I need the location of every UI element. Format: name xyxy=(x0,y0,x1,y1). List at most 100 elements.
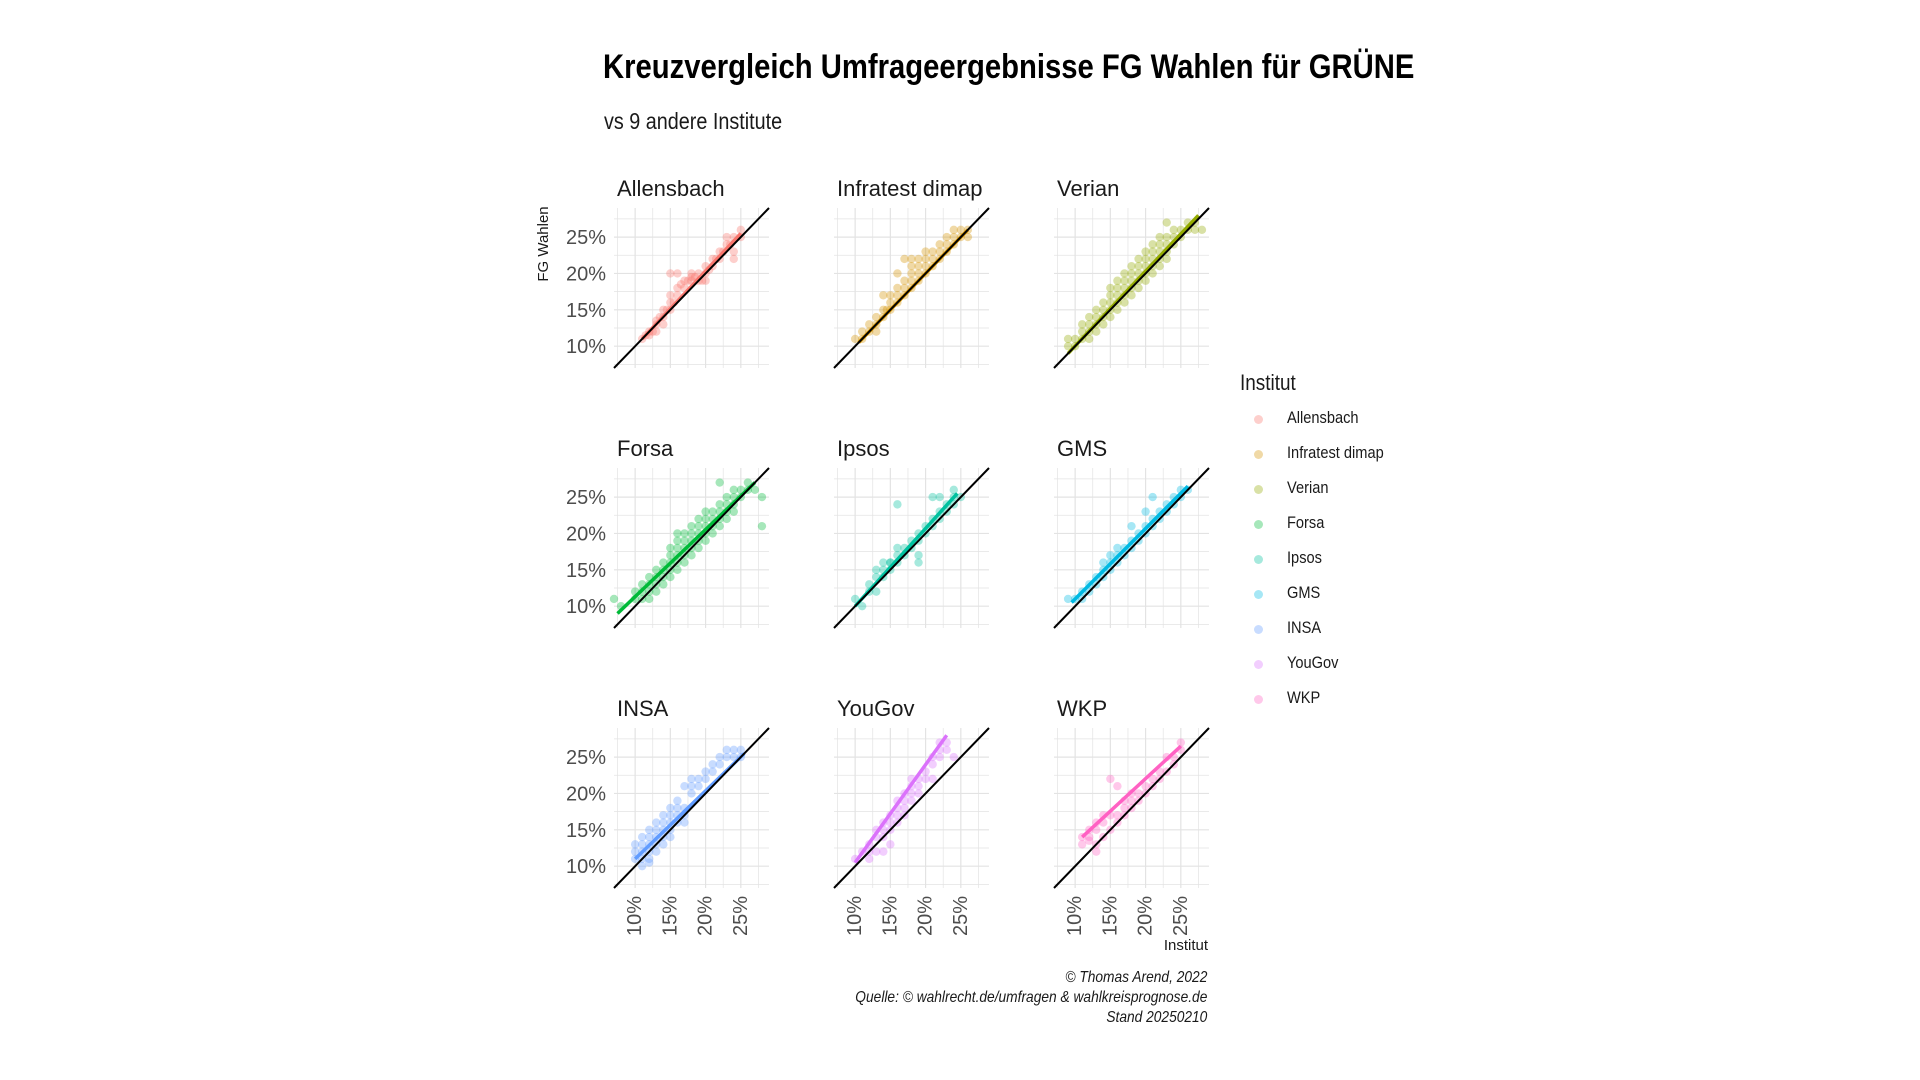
x-tick-label: 25% xyxy=(950,896,972,936)
legend-key xyxy=(1254,660,1263,669)
data-point xyxy=(750,485,760,495)
data-point xyxy=(701,536,710,545)
y-tick-label: 20% xyxy=(566,263,606,285)
data-point xyxy=(1106,283,1115,293)
data-point xyxy=(708,529,717,538)
facet-title: INSA xyxy=(617,696,669,721)
data-point xyxy=(722,232,731,242)
data-point xyxy=(1134,254,1143,264)
data-point xyxy=(949,232,958,242)
data-point xyxy=(1155,261,1164,271)
data-point xyxy=(914,781,923,791)
data-point xyxy=(666,543,675,553)
data-point xyxy=(1120,269,1129,278)
data-point xyxy=(907,269,916,278)
data-point xyxy=(1162,218,1171,227)
data-point xyxy=(1148,240,1157,249)
data-point xyxy=(1085,334,1094,344)
data-point xyxy=(722,745,731,755)
data-point xyxy=(893,283,902,293)
data-point xyxy=(659,558,668,567)
data-point xyxy=(645,832,654,842)
legend-label: Forsa xyxy=(1287,513,1325,532)
data-point xyxy=(673,536,682,545)
data-point xyxy=(914,269,923,278)
legend-item-gms: GMS xyxy=(1240,583,1320,618)
data-point xyxy=(757,492,767,502)
data-point xyxy=(1155,232,1164,242)
legend-label: Verian xyxy=(1287,478,1329,497)
data-point xyxy=(1099,558,1108,567)
x-axis-label: Institut xyxy=(1164,937,1209,954)
data-point xyxy=(949,225,958,235)
data-point xyxy=(666,832,675,842)
y-tick-label: 20% xyxy=(566,783,606,805)
data-point xyxy=(1120,298,1129,307)
data-point xyxy=(1141,507,1150,516)
data-point xyxy=(666,551,675,560)
data-point xyxy=(687,272,696,282)
data-point xyxy=(872,587,881,596)
data-point xyxy=(907,254,916,264)
data-point xyxy=(928,247,937,256)
data-point xyxy=(1077,327,1087,336)
data-point xyxy=(1127,796,1136,805)
data-point xyxy=(722,492,731,502)
data-point xyxy=(694,514,703,524)
data-point xyxy=(1085,832,1094,842)
data-point xyxy=(1099,320,1108,329)
data-point xyxy=(949,752,958,762)
data-point xyxy=(729,247,738,256)
data-point xyxy=(886,818,895,827)
data-point xyxy=(935,752,944,762)
x-tick-label: 10% xyxy=(624,896,646,936)
legend-item-verian: Verian xyxy=(1240,478,1328,513)
data-point xyxy=(935,240,944,249)
identity-line xyxy=(1053,207,1210,369)
data-point xyxy=(900,254,909,264)
data-point xyxy=(1134,283,1143,293)
data-point xyxy=(637,832,647,842)
data-point xyxy=(729,485,738,495)
data-point xyxy=(1162,254,1171,264)
data-point xyxy=(687,789,696,798)
data-point xyxy=(935,247,944,256)
data-point xyxy=(942,240,951,249)
y-tick-label: 20% xyxy=(566,523,606,545)
facet-title: Verian xyxy=(1057,176,1119,201)
data-point xyxy=(680,781,689,791)
facet-title: Infratest dimap xyxy=(837,176,983,201)
legend-label: YouGov xyxy=(1287,653,1339,672)
data-point xyxy=(708,507,717,516)
data-point xyxy=(850,334,860,344)
data-point xyxy=(1197,225,1207,235)
data-point xyxy=(893,291,902,300)
data-point xyxy=(942,745,951,755)
x-tick-label: 20% xyxy=(695,896,717,936)
legend-item-forsa: Forsa xyxy=(1240,513,1324,548)
data-point xyxy=(907,276,916,285)
x-tick-label: 15% xyxy=(659,896,681,936)
data-point xyxy=(886,840,895,849)
data-point xyxy=(729,254,738,264)
legend-key xyxy=(1254,695,1263,704)
facet-title: GMS xyxy=(1057,436,1107,461)
data-point xyxy=(865,320,874,329)
data-point xyxy=(865,854,874,864)
data-point xyxy=(879,305,888,315)
y-tick-label: 10% xyxy=(566,856,606,878)
data-point xyxy=(928,492,937,502)
data-point xyxy=(1106,551,1115,560)
data-point xyxy=(914,558,923,567)
x-tick-label: 25% xyxy=(730,896,752,936)
data-point xyxy=(666,572,675,582)
data-point xyxy=(680,558,689,567)
facet-panel: Forsa 10% 15% 20% 25% xyxy=(566,436,770,629)
y-tick-label: 25% xyxy=(566,487,606,509)
caption: © Thomas Arend, 2022 Quelle: © wahlrecht… xyxy=(798,968,1207,1028)
x-tick-label: 25% xyxy=(1170,896,1192,936)
caption-date: Stand 20250210 xyxy=(1105,1009,1207,1026)
data-point xyxy=(683,276,693,285)
data-point xyxy=(708,767,717,776)
